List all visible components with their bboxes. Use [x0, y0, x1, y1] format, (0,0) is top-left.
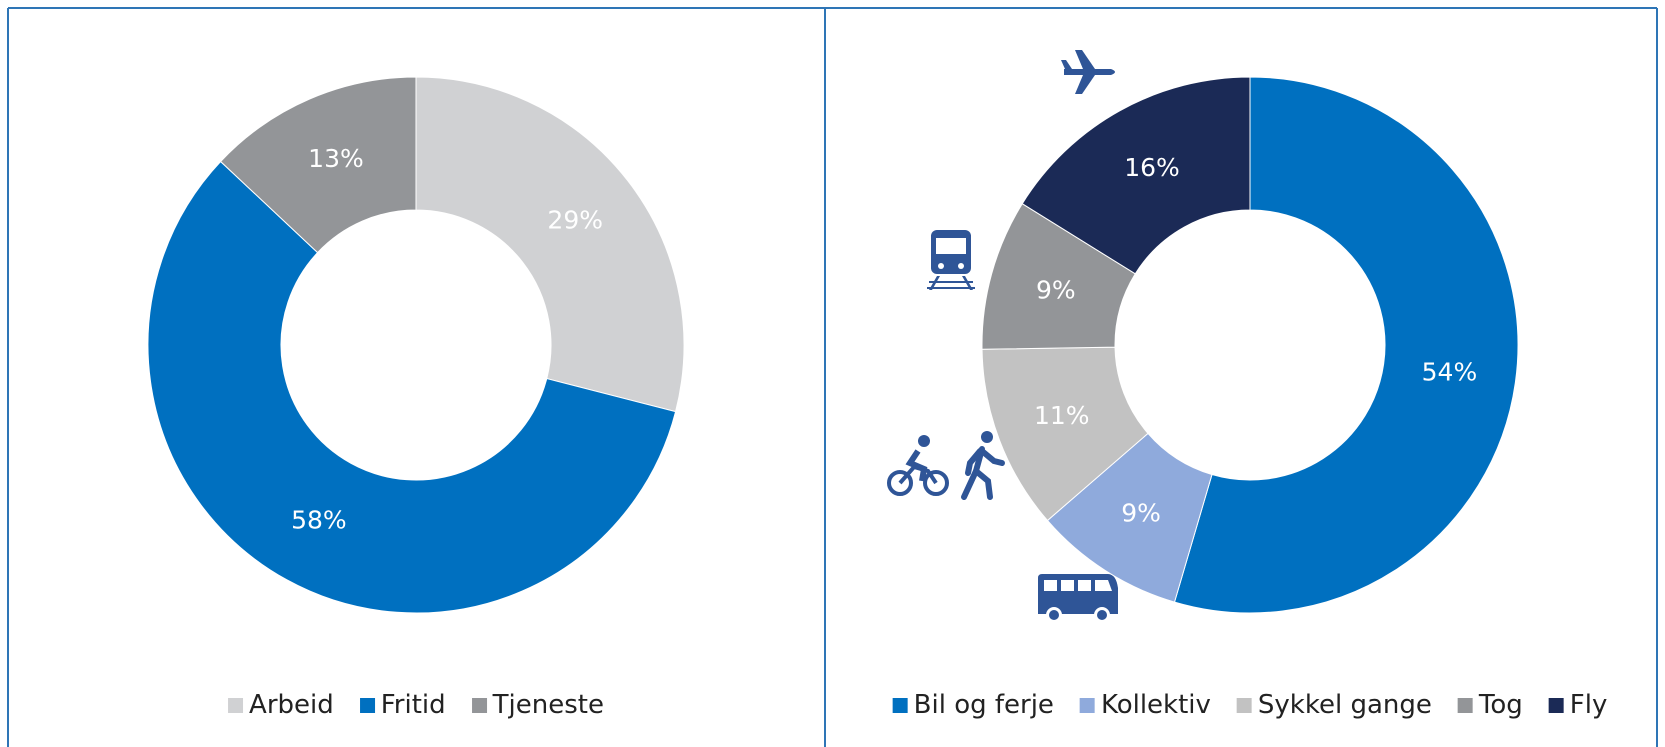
value-label: 58% — [291, 506, 347, 535]
legend-swatch — [1236, 697, 1252, 713]
legend: Bil og ferje Kollektiv Sykkel gange Tog Fly — [892, 690, 1608, 720]
train-icon — [927, 230, 975, 290]
legend-label: Sykkel gange — [1257, 690, 1432, 720]
slice — [1173, 76, 1519, 614]
legend-label: Arbeid — [249, 690, 334, 720]
legend-item: Fly — [1548, 690, 1608, 720]
slice — [415, 76, 685, 413]
legend-item: Fritid — [359, 690, 446, 720]
value-label: 11% — [1034, 401, 1090, 430]
slice — [147, 160, 677, 614]
legend: Arbeid Fritid Tjeneste — [228, 690, 604, 720]
legend-swatch — [359, 697, 375, 713]
value-label: 13% — [308, 144, 364, 173]
legend-swatch — [1079, 697, 1095, 713]
legend-label: Bil og ferje — [913, 690, 1054, 720]
slice — [219, 76, 417, 254]
legend-label: Tog — [1478, 690, 1523, 720]
legend-swatch — [228, 697, 244, 713]
legend-swatch — [1548, 697, 1564, 713]
legend-label: Fritid — [380, 690, 446, 720]
legend-item: Tjeneste — [471, 690, 604, 720]
value-label: 9% — [1036, 275, 1076, 304]
legend-swatch — [892, 697, 908, 713]
legend-swatch — [1457, 697, 1473, 713]
legend-label: Tjeneste — [492, 690, 604, 720]
bus-icon — [1038, 574, 1118, 623]
plane-icon — [1061, 50, 1115, 94]
legend-label: Kollektiv — [1100, 690, 1211, 720]
walk-icon — [961, 431, 1005, 500]
value-label: 54% — [1422, 358, 1478, 387]
legend-item: Bil og ferje — [892, 690, 1054, 720]
legend-item: Tog — [1457, 690, 1523, 720]
value-label: 29% — [547, 205, 603, 234]
legend-item: Sykkel gange — [1236, 690, 1432, 720]
legend-swatch — [471, 697, 487, 713]
value-label: 9% — [1121, 499, 1161, 528]
legend-item: Kollektiv — [1079, 690, 1211, 720]
legend-item: Arbeid — [228, 690, 334, 720]
slice — [1021, 76, 1251, 275]
legend-label: Fly — [1569, 690, 1608, 720]
bike-icon — [887, 435, 949, 496]
value-label: 16% — [1124, 153, 1180, 182]
frame — [7, 7, 1658, 747]
